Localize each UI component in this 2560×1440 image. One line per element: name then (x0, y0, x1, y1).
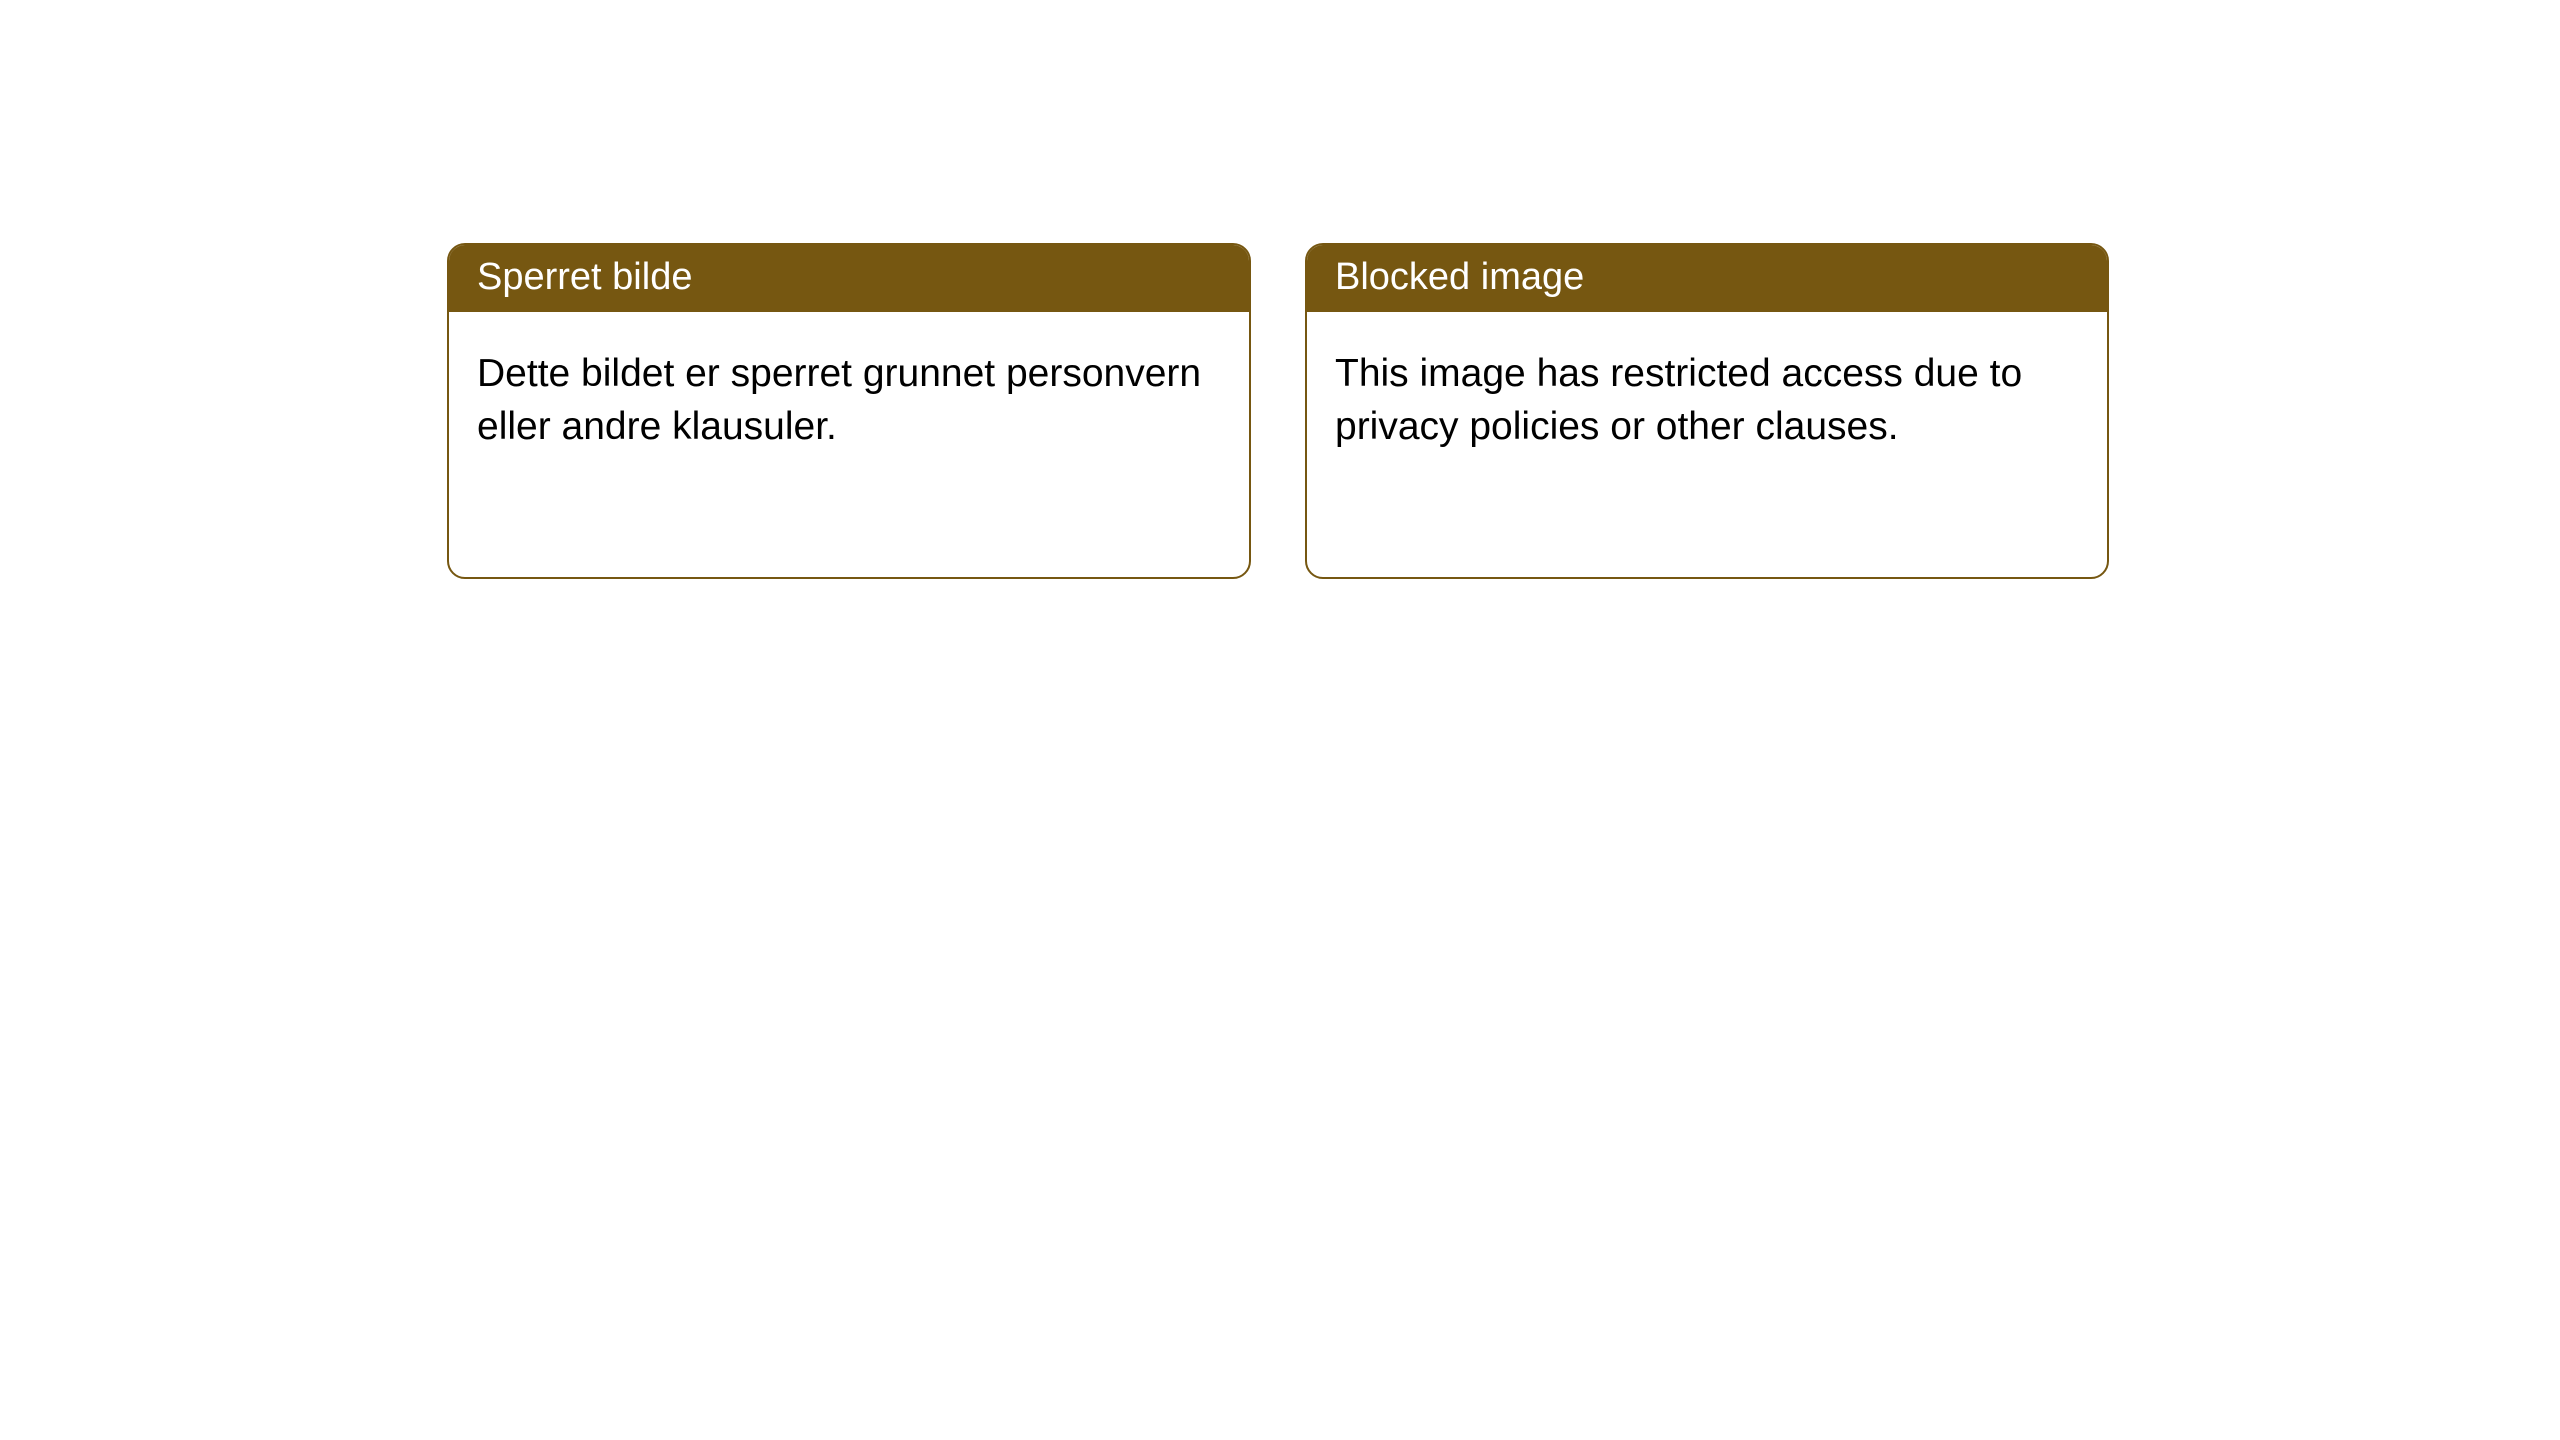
notice-container: Sperret bilde Dette bildet er sperret gr… (0, 0, 2560, 579)
notice-body-text: Dette bildet er sperret grunnet personve… (477, 352, 1201, 447)
notice-header: Blocked image (1307, 245, 2107, 312)
notice-body-text: This image has restricted access due to … (1335, 352, 2022, 447)
notice-header: Sperret bilde (449, 245, 1249, 312)
notice-card-english: Blocked image This image has restricted … (1305, 243, 2109, 579)
notice-title: Sperret bilde (477, 256, 692, 298)
notice-card-norwegian: Sperret bilde Dette bildet er sperret gr… (447, 243, 1251, 579)
notice-title: Blocked image (1335, 256, 1584, 298)
notice-body: This image has restricted access due to … (1307, 312, 2107, 481)
notice-body: Dette bildet er sperret grunnet personve… (449, 312, 1249, 481)
